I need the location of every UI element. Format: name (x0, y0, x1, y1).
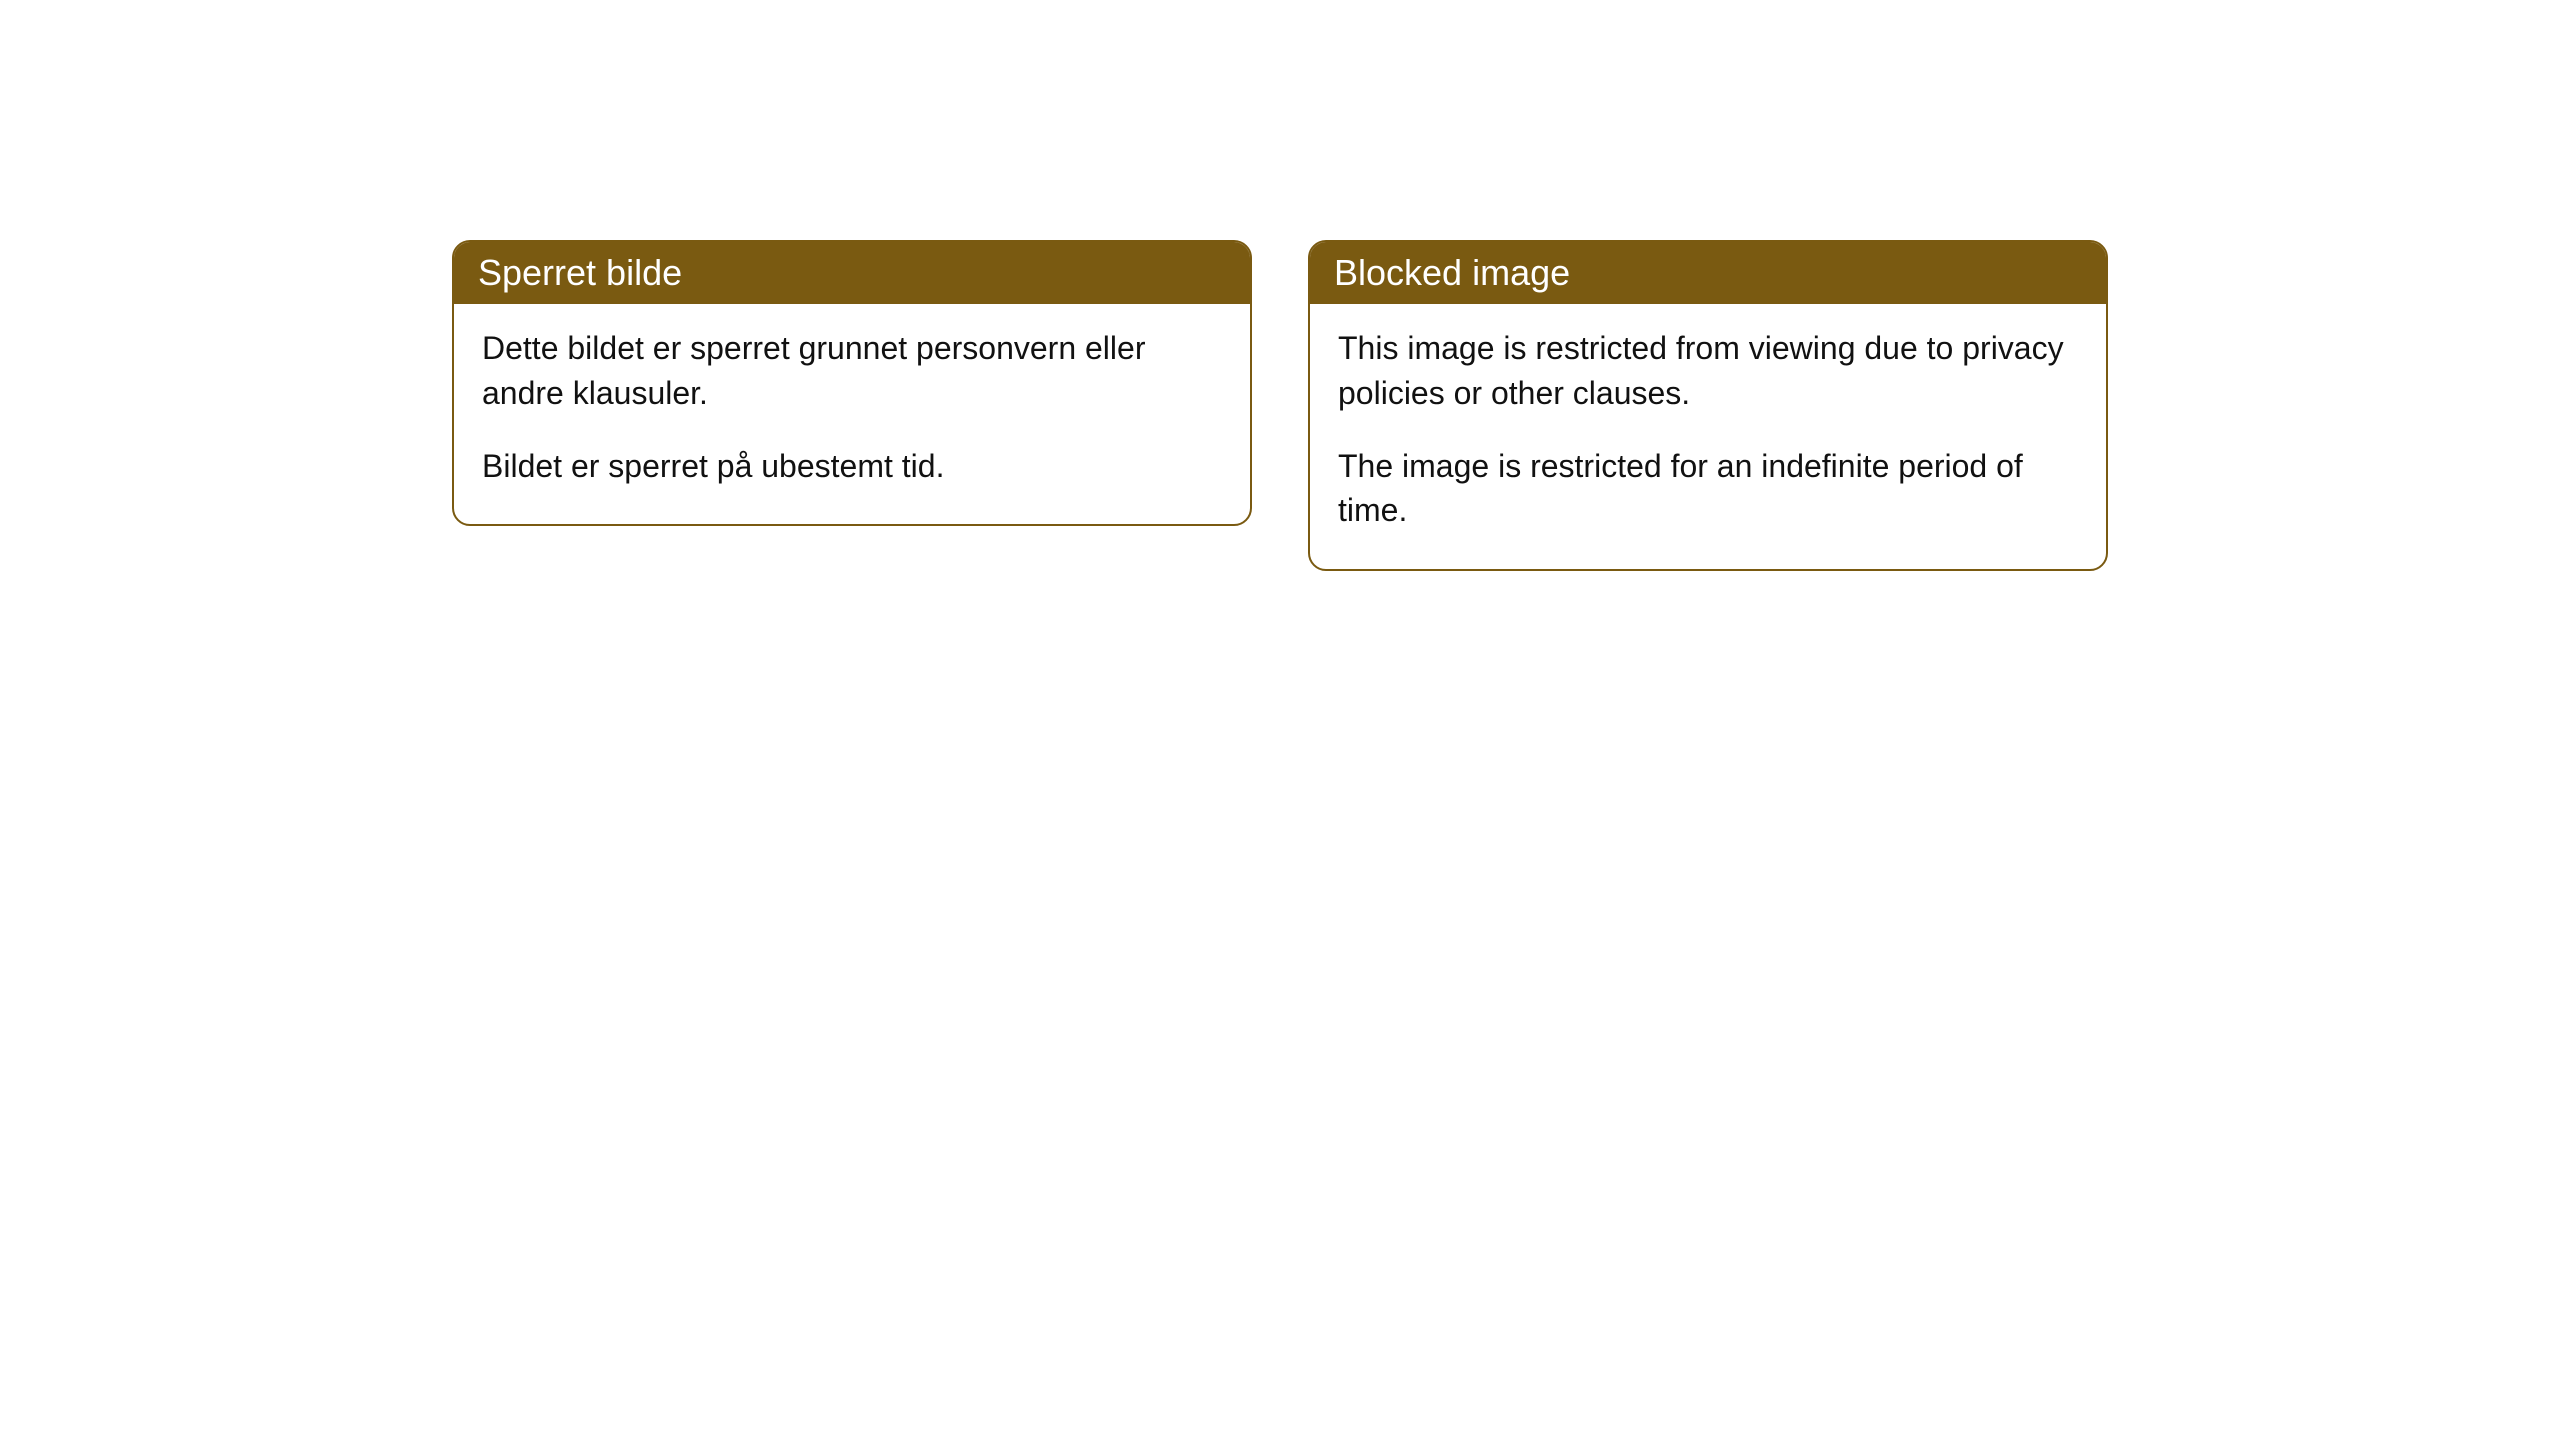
cards-container: Sperret bilde Dette bildet er sperret gr… (452, 240, 2108, 1440)
card-paragraph-1-no: Dette bildet er sperret grunnet personve… (482, 326, 1222, 416)
card-paragraph-1-en: This image is restricted from viewing du… (1338, 326, 2078, 416)
card-body-en: This image is restricted from viewing du… (1310, 304, 2106, 569)
card-paragraph-2-en: The image is restricted for an indefinit… (1338, 444, 2078, 534)
blocked-image-card-en: Blocked image This image is restricted f… (1308, 240, 2108, 571)
card-body-no: Dette bildet er sperret grunnet personve… (454, 304, 1250, 524)
card-paragraph-2-no: Bildet er sperret på ubestemt tid. (482, 444, 1222, 489)
card-header-en: Blocked image (1310, 242, 2106, 304)
blocked-image-card-no: Sperret bilde Dette bildet er sperret gr… (452, 240, 1252, 526)
card-header-no: Sperret bilde (454, 242, 1250, 304)
